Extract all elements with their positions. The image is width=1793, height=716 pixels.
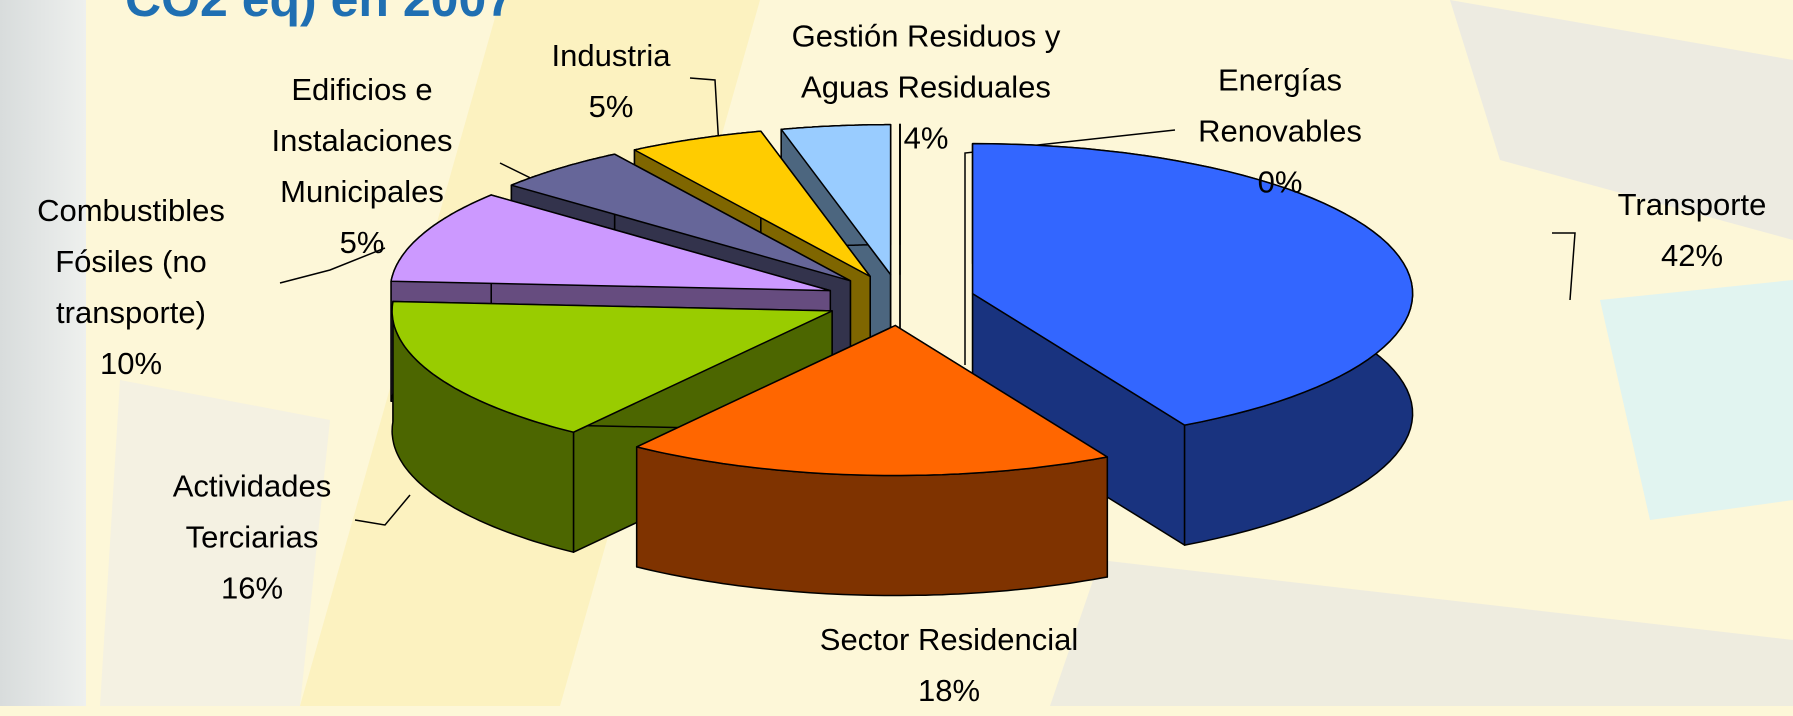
slice-label: Gestión Residuos y Aguas Residuales 4% xyxy=(746,11,1106,164)
slice-label: Combustibles Fósiles (no transporte) 10% xyxy=(1,185,261,389)
category-label: Transporte xyxy=(1617,187,1767,222)
leader-line xyxy=(1552,232,1576,301)
leader-line xyxy=(279,247,386,284)
value-label: 5% xyxy=(339,225,385,260)
category-label: Energías Renovables xyxy=(1198,62,1362,149)
value-label: 5% xyxy=(588,89,634,124)
value-label: 42% xyxy=(1660,238,1724,273)
category-label: Combustibles Fósiles (no transporte) xyxy=(37,193,225,330)
category-label: Sector Residencial xyxy=(819,622,1079,657)
slice-top xyxy=(971,142,1414,426)
category-label: Industria xyxy=(551,38,671,73)
value-label: 4% xyxy=(903,120,949,156)
chart-title: CO2 eq) en 2007 xyxy=(125,0,514,28)
slice-top xyxy=(510,153,852,282)
value-label: 0% xyxy=(1257,164,1303,200)
leader-line xyxy=(354,494,411,526)
value-label: 16% xyxy=(220,570,284,606)
leader-lines xyxy=(279,77,1576,526)
slice-label: Transporte 42% xyxy=(1582,179,1793,281)
slice-top xyxy=(391,300,833,433)
slice-top xyxy=(633,130,871,278)
category-label: Gestión Residuos y Aguas Residuales xyxy=(791,18,1061,105)
slice-top xyxy=(780,123,892,276)
pie-slice xyxy=(635,324,1109,597)
category-label: Edificios e Instalaciones Municipales xyxy=(271,72,453,209)
leader-line xyxy=(964,129,1176,365)
slice-label: Energías Renovables 0% xyxy=(1175,55,1385,208)
slice-label: Sector Residencial 18% xyxy=(739,614,1159,716)
pie-slice xyxy=(971,142,1414,546)
category-label: Actividades Terciarias xyxy=(172,468,332,555)
slice-label: Industria 5% xyxy=(511,30,711,132)
slice-label: Edificios e Instalaciones Municipales 5% xyxy=(242,64,482,268)
value-label: 10% xyxy=(99,346,163,381)
slice-label: Actividades Terciarias 16% xyxy=(142,461,362,614)
slice-top xyxy=(635,324,1109,477)
value-label: 18% xyxy=(917,673,981,708)
slice-top xyxy=(390,194,832,292)
